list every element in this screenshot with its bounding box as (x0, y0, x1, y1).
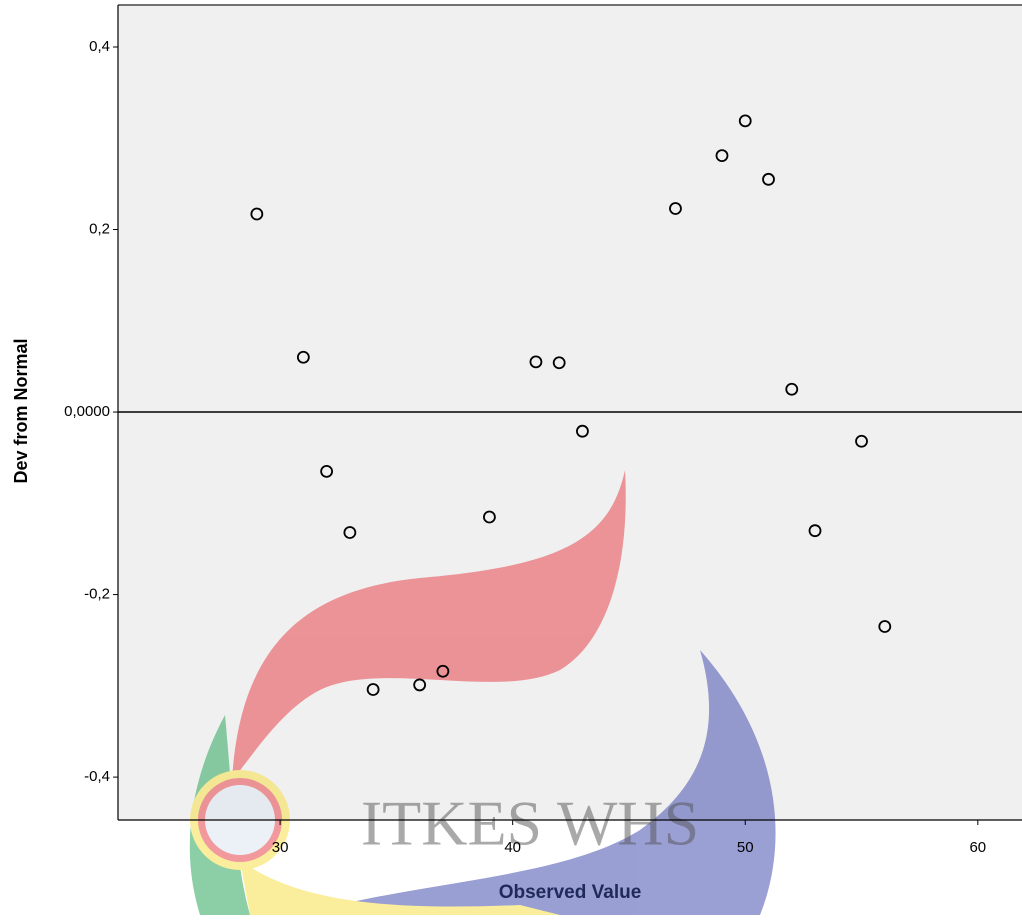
point (343, 526, 357, 539)
x-tick-label: 40 (504, 839, 521, 856)
point (762, 172, 775, 186)
point (785, 382, 799, 396)
point (366, 683, 380, 696)
x-tick-label: 60 (969, 839, 986, 856)
y-tick-label: -0,2 (84, 586, 110, 603)
point (552, 356, 566, 370)
x-axis-label: Observed Value (499, 882, 642, 903)
point (320, 464, 334, 478)
point (669, 202, 682, 215)
point (738, 114, 752, 128)
point (436, 664, 450, 678)
y-tick-label: 0,0000 (64, 403, 110, 420)
point (855, 434, 868, 448)
x-tick-label: 30 (272, 839, 289, 856)
point (878, 620, 892, 633)
point (715, 149, 729, 162)
x-tick-label: 50 (737, 839, 754, 856)
y-axis-label: Dev from Normal (11, 338, 31, 483)
point (413, 678, 427, 692)
point (250, 207, 264, 221)
y-tick-label: 0,2 (89, 220, 110, 237)
y-tick-label: 0,4 (89, 38, 110, 55)
y-tick-label: -0,4 (84, 768, 110, 785)
point (483, 510, 496, 524)
point (576, 424, 589, 438)
point (808, 524, 822, 538)
watermark-text: ITKES WHS (361, 788, 699, 859)
point (529, 355, 543, 369)
point (296, 350, 310, 364)
